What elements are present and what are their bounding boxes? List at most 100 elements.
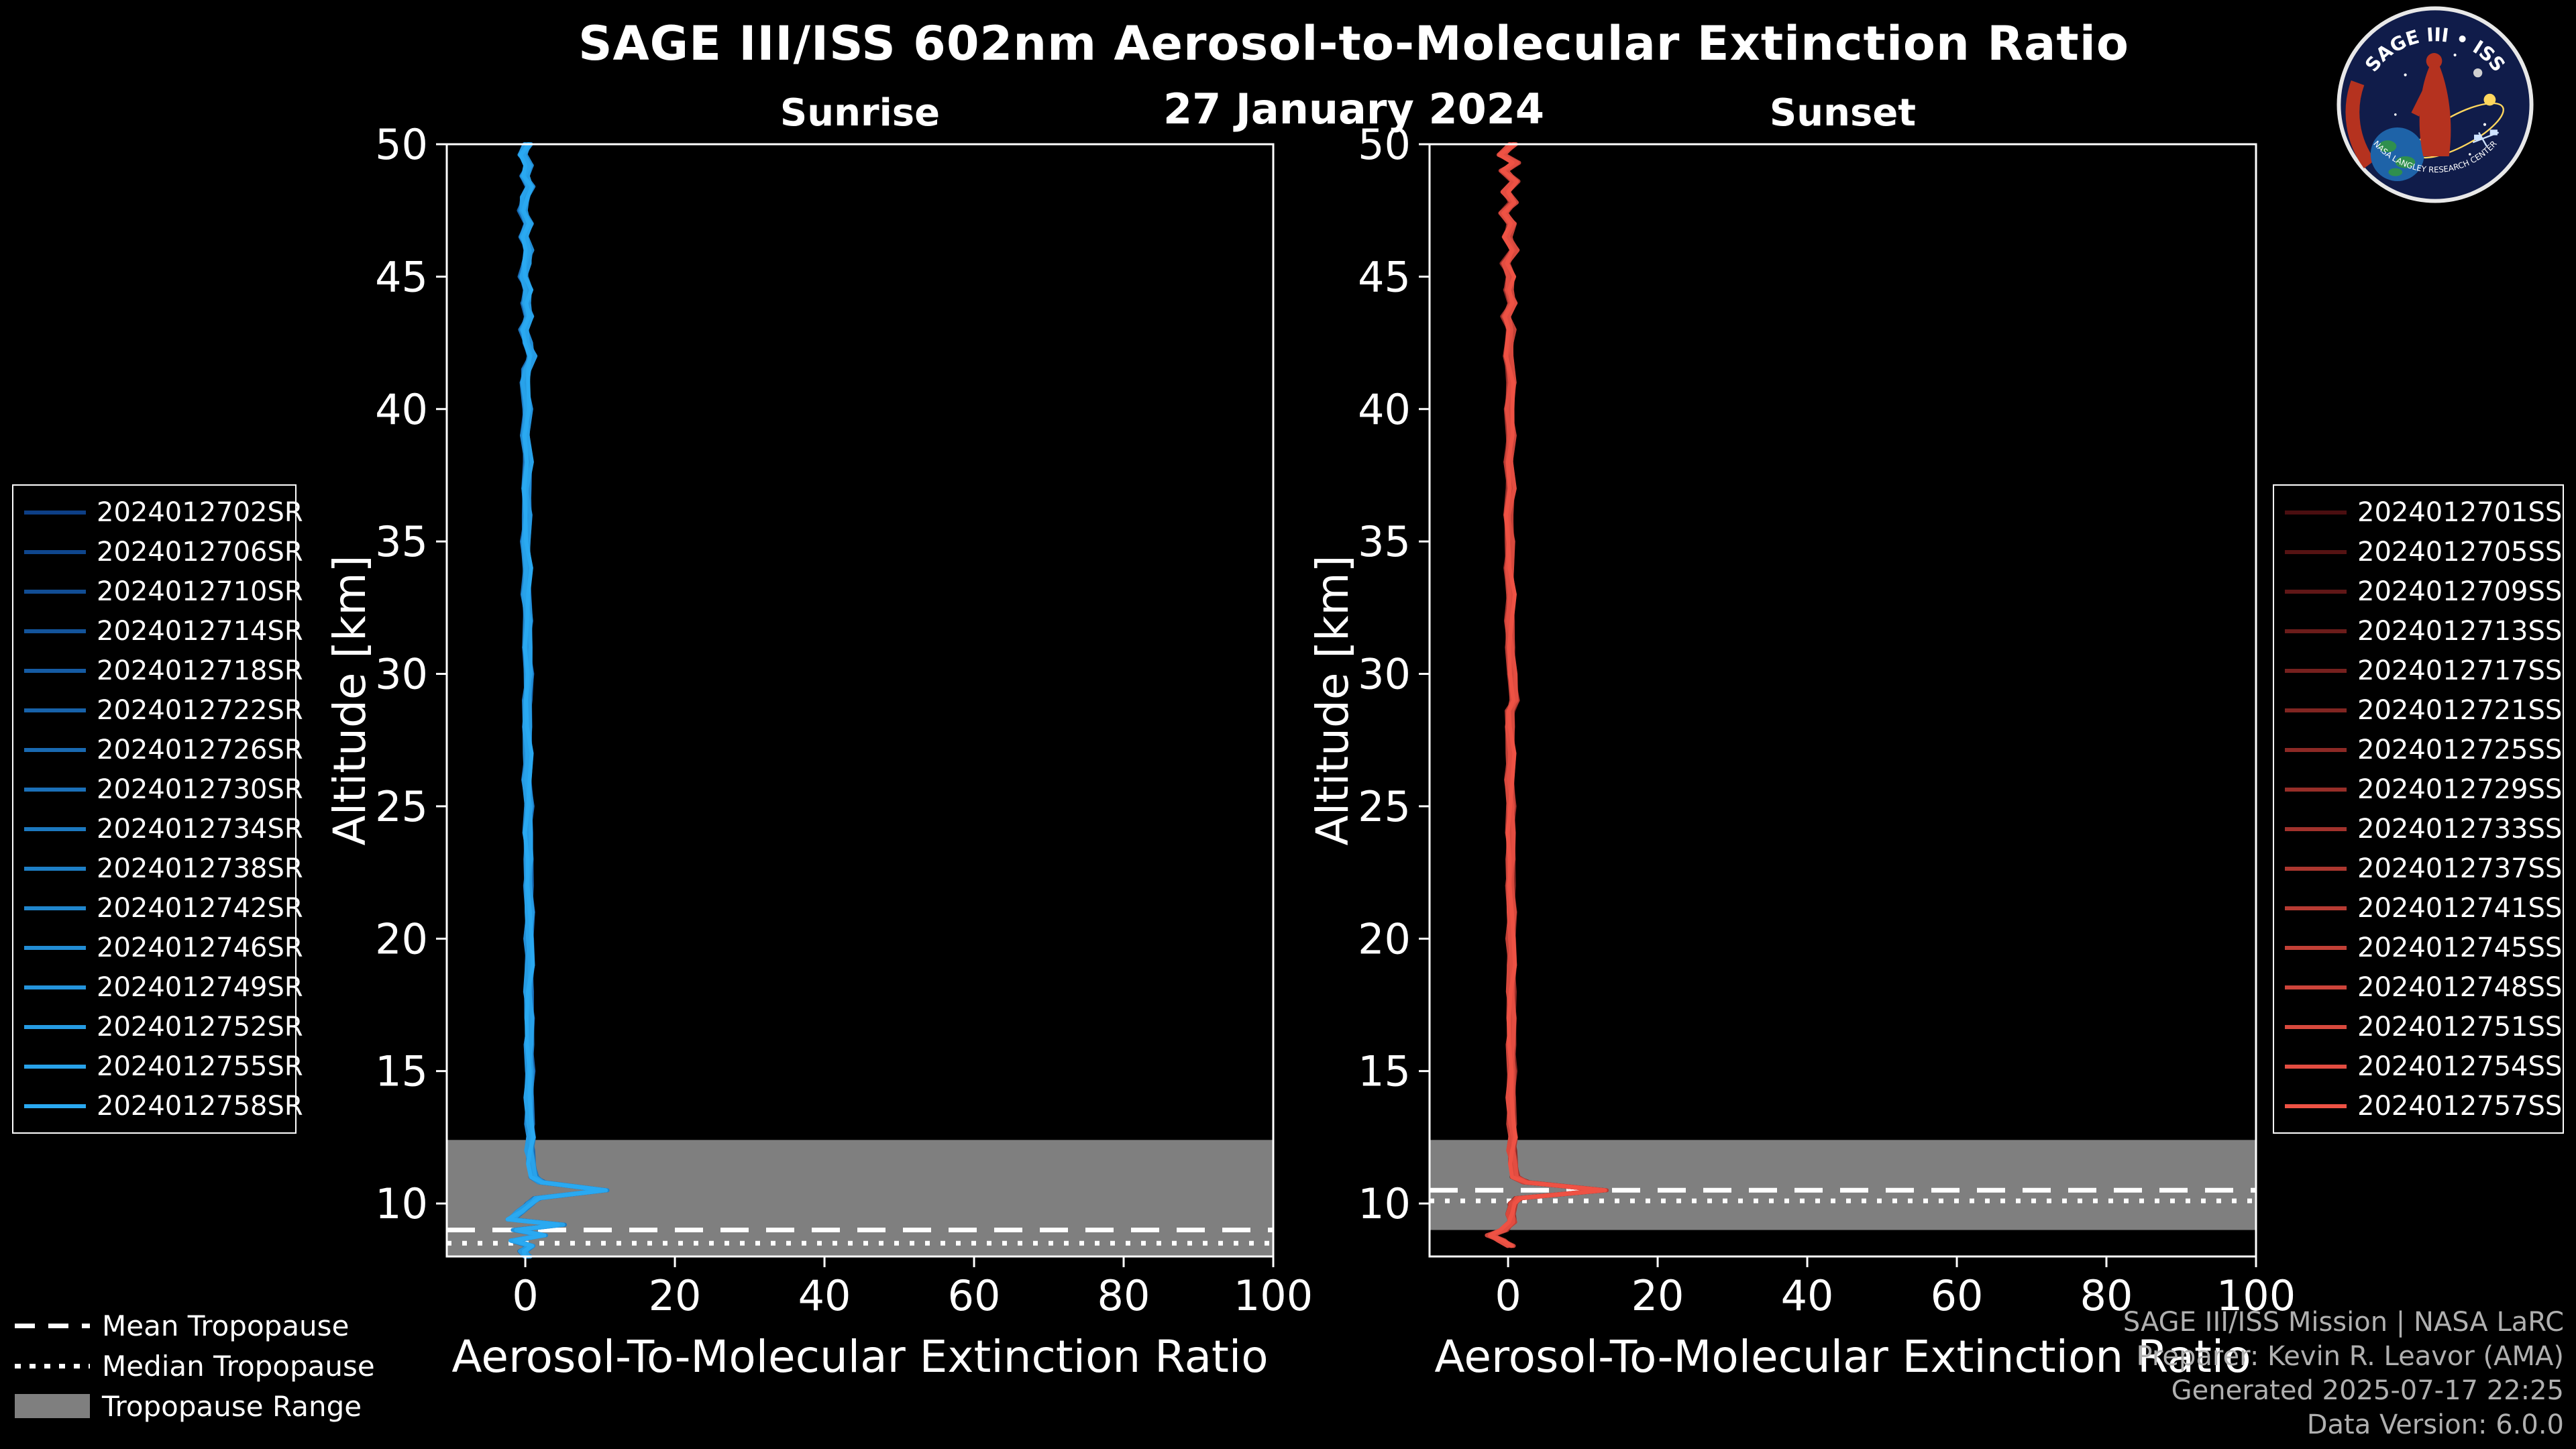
legend-series-label: 2024012706SR (97, 536, 303, 568)
figure-title: SAGE III/ISS 602nm Aerosol-to-Molecular … (578, 16, 2129, 71)
legend-item: 2024012705SS (2285, 532, 2562, 572)
legend-line-sample (2285, 906, 2347, 910)
legend-line-sample (24, 866, 86, 871)
y-tick-label: 10 (375, 1179, 428, 1228)
legend-line-sample (2285, 985, 2347, 989)
x-tick-label: 60 (1931, 1271, 1984, 1320)
logo-figure (2411, 53, 2451, 156)
legend-line-sample (24, 1104, 86, 1108)
credit-preparer: Preparer: Kevin R. Leavor (AMA) (2136, 1341, 2564, 1372)
legend-line-sample (24, 549, 86, 554)
y-tick-label: 10 (1358, 1179, 1411, 1228)
legend-item: 2024012738SR (24, 849, 303, 888)
tropopause-range-band (447, 1140, 1273, 1256)
legend-line-sample (2285, 1104, 2347, 1108)
y-tick-label: 45 (1358, 252, 1411, 301)
legend-series-label: 2024012730SR (97, 773, 303, 805)
gray-patch-sample (15, 1394, 90, 1418)
legend-line-sample (2285, 629, 2347, 633)
sage-iii-iss-logo: SAGE III • ISS NASA LANGLEY RESEARCH CEN… (2337, 6, 2534, 203)
legend-item: 2024012758SR (24, 1086, 303, 1126)
x-tick-label: 100 (1234, 1271, 1313, 1320)
legend-series-label: 2024012722SR (97, 694, 303, 726)
x-tick-label: 0 (1495, 1271, 1521, 1320)
legend-series-label: 2024012749SR (97, 971, 303, 1003)
y-tick-label: 20 (375, 914, 428, 963)
logo-moon (2473, 68, 2483, 78)
legend-series-label: 2024012734SR (97, 813, 303, 845)
panel-title-sunrise: Sunrise (780, 91, 941, 135)
legend-line-sample (2285, 1024, 2347, 1029)
legend-item: 2024012751SS (2285, 1007, 2562, 1046)
y-tick-label: 15 (1358, 1047, 1411, 1096)
legend-series-label: 2024012752SR (97, 1011, 303, 1042)
legend-item: 2024012757SS (2285, 1086, 2562, 1126)
legend-line-sample (24, 906, 86, 910)
legend-line-sample (2285, 549, 2347, 554)
legend-item: 2024012725SS (2285, 730, 2562, 769)
legend-item: 2024012737SS (2285, 849, 2562, 888)
legend-item: 2024012734SR (24, 809, 303, 849)
legend-item: 2024012709SS (2285, 572, 2562, 611)
legend-series-label: 2024012755SR (97, 1051, 303, 1082)
y-tick-label: 30 (1358, 650, 1411, 699)
legend-line-sample (2285, 787, 2347, 792)
legend-line-sample (2285, 826, 2347, 831)
legend-series-label: 2024012713SS (2357, 615, 2563, 647)
legend-item: 2024012722SR (24, 690, 303, 730)
logo-sun (2483, 93, 2496, 106)
x-tick-label: 0 (512, 1271, 538, 1320)
logo-earth-land (2378, 140, 2416, 176)
profile-2024012758SR (505, 142, 608, 1258)
legend-series-label: 2024012741SS (2357, 892, 2563, 924)
x-tick-label: 80 (2080, 1271, 2133, 1320)
legend-series-label: 2024012758SR (97, 1090, 303, 1122)
legend-series-label: 2024012714SR (97, 615, 303, 647)
sunrise-x-axis-label: Aerosol-To-Molecular Extinction Ratio (451, 1331, 1268, 1383)
legend-line-sample (24, 787, 86, 792)
y-tick-label: 35 (375, 517, 428, 566)
profile-2024012725SS (1485, 142, 1605, 1248)
legend-line-sample (24, 708, 86, 712)
legend-item-mean-tropopause: Mean Tropopause (15, 1305, 375, 1346)
dashed-line-sample (15, 1323, 90, 1328)
legend-series-label: 2024012757SS (2357, 1090, 2563, 1122)
legend-item-median-tropopause: Median Tropopause (15, 1346, 375, 1386)
mean-tropopause-label: Mean Tropopause (102, 1309, 350, 1342)
y-tick-label: 40 (375, 385, 428, 434)
sunrise-event-legend: 2024012702SR 2024012706SR 2024012710SR 2024… (12, 484, 303, 1134)
legend-line-sample (24, 945, 86, 950)
legend-series-label: 2024012718SR (97, 655, 303, 686)
legend-line-sample (24, 629, 86, 633)
legend-item: 2024012748SS (2285, 967, 2562, 1007)
plot-frame (1428, 143, 2257, 1258)
legend-item: 2024012718SR (24, 651, 303, 690)
legend-series-label: 2024012702SR (97, 496, 303, 528)
x-tick-label: 80 (1097, 1271, 1150, 1320)
panel-title-sunset: Sunset (1769, 91, 1917, 135)
profile-2024012757SS (1488, 142, 1607, 1248)
legend-item: 2024012754SS (2285, 1046, 2562, 1086)
tropopause-range-label: Tropopause Range (102, 1389, 362, 1423)
dotted-line-sample (15, 1363, 90, 1368)
x-tick-label: 40 (798, 1271, 851, 1320)
legend-item-tropopause-range: Tropopause Range (15, 1386, 375, 1426)
legend-line-sample (24, 985, 86, 989)
credit-generated: Generated 2025-07-17 22:25 (2171, 1375, 2564, 1406)
sunset-plot: Altitude [km] Aerosol-To-Molecular Extin… (1307, 120, 2296, 1383)
figure-date: 27 January 2024 (1163, 85, 1545, 133)
legend-item: 2024012752SR (24, 1007, 303, 1046)
legend-item: 2024012741SS (2285, 888, 2562, 928)
legend-series-label: 2024012717SS (2357, 655, 2563, 686)
legend-line-sample (24, 1064, 86, 1069)
y-tick-label: 50 (375, 120, 428, 169)
median-tropopause-label: Median Tropopause (102, 1349, 375, 1383)
legend-item: 2024012713SS (2285, 611, 2562, 651)
legend-series-label: 2024012748SS (2357, 971, 2563, 1003)
legend-item: 2024012702SR (24, 492, 303, 532)
legend-line-sample (24, 510, 86, 515)
legend-series-label: 2024012725SS (2357, 734, 2563, 765)
legend-series-label: 2024012710SR (97, 576, 303, 607)
logo-red-band (2345, 80, 2375, 168)
y-tick-label: 20 (1358, 914, 1411, 963)
